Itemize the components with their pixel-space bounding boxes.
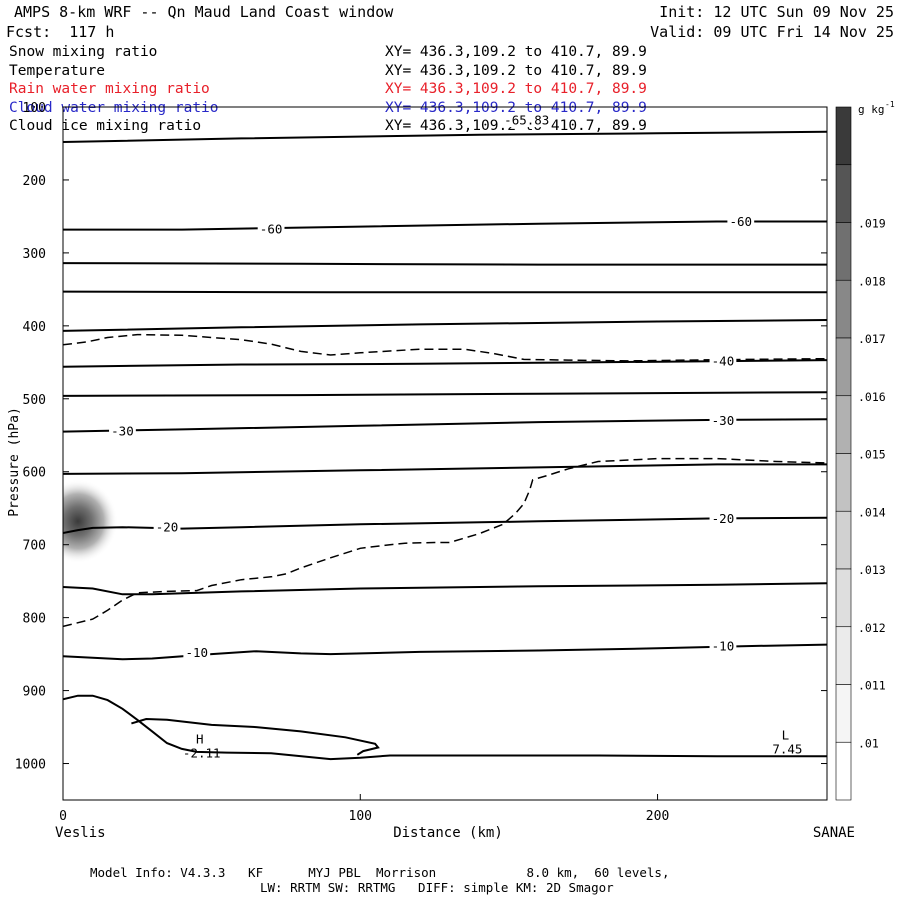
x-tick-label: 100 [349, 809, 372, 824]
isotherm-line [63, 694, 827, 761]
y-tick-label: 100 [23, 101, 46, 116]
field-name: Temperature [9, 62, 106, 79]
isotherm-label-bg [501, 113, 552, 128]
colorbar-level-label: .018 [858, 274, 886, 288]
isotherm-label-bg [183, 645, 211, 660]
isotherm-label: -60 [260, 221, 283, 236]
colorbar-level-label: .015 [858, 448, 886, 462]
zero-isotherm-dashed-line [63, 333, 827, 362]
isotherm-line [63, 262, 827, 266]
isotherm-line [63, 391, 827, 397]
extremum-marker: H [196, 731, 204, 746]
plot-frame [62, 106, 828, 801]
colorbar-segment [835, 453, 852, 512]
isotherm-label: -10 [712, 639, 735, 654]
colorbar-segment [835, 222, 852, 281]
extremum-marker: L [782, 728, 790, 743]
model-info-line2: LW: RRTM SW: RRTMG DIFF: simple KM: 2D S… [260, 880, 614, 895]
isotherm-line [63, 463, 827, 475]
valid-time: Valid: 09 UTC Fri 14 Nov 25 [650, 23, 894, 41]
isotherm-label: -60 [730, 214, 753, 229]
isotherm-line [63, 130, 827, 143]
isotherm-label: -30 [712, 413, 735, 428]
y-tick-label: 600 [23, 466, 46, 481]
field-xy: XY= 436.3,109.2 to 410.7, 89.9 [385, 44, 647, 60]
isotherm-label-bg [257, 221, 285, 236]
snow-mixing-ratio-blob [63, 479, 118, 564]
y-tick-label: 300 [23, 247, 46, 262]
colorbar-segment [835, 568, 852, 628]
isotherm-line [63, 582, 827, 596]
left-endpoint: Veslis [55, 825, 106, 841]
isotherm-label-bg [709, 413, 737, 428]
isotherm-label-bg [109, 423, 136, 438]
colorbar-level-label: .012 [858, 621, 886, 635]
colorbar-level-label: .016 [858, 390, 886, 404]
x-tick-label: 0 [59, 809, 67, 824]
colorbar-level-label: .017 [858, 332, 886, 346]
isotherm-line [63, 643, 827, 661]
colorbar-level-label: .014 [858, 505, 886, 519]
isotherm-line [63, 290, 827, 294]
right-endpoint: SANAE [813, 825, 855, 841]
isotherm-line [63, 359, 827, 368]
y-tick-label: 900 [23, 685, 46, 700]
field-xy: XY= 436.3,109.2 to 410.7, 89.9 [385, 62, 647, 79]
y-axis-label: Pressure (hPa) [7, 407, 22, 517]
colorbar-segment [835, 395, 852, 454]
colorbar-segment [835, 337, 852, 397]
colorbar-level-label: .011 [858, 679, 886, 693]
colorbar-segment [835, 741, 852, 801]
colorbar-level-label: .013 [858, 563, 886, 577]
isotherm-line [131, 717, 380, 756]
field-name: Snow mixing ratio [9, 44, 158, 60]
field-name: Cloud ice mixing ratio [9, 118, 202, 134]
isotherm-label-bg [153, 520, 181, 535]
isotherm-label: -20 [156, 520, 179, 535]
isotherm-label: -65.83 [504, 113, 549, 128]
extremum-value: -2.11 [183, 745, 221, 760]
colorbar-segment [835, 106, 852, 166]
y-tick-label: 1000 [15, 758, 46, 773]
y-tick-label: 500 [23, 393, 46, 408]
isotherm-label-bg [709, 353, 737, 368]
y-tick-label: 200 [23, 174, 46, 189]
colorbar-segment [835, 684, 852, 743]
isotherm-line [63, 516, 827, 534]
field-name: Rain water mixing ratio [9, 81, 210, 97]
cloud-boundary-dashed-line [63, 457, 827, 628]
colorbar-level-label: .01 [858, 736, 879, 750]
isotherm-line [63, 319, 827, 332]
y-tick-label: 800 [23, 612, 46, 627]
colorbar-segment [835, 164, 852, 223]
x-axis-label: Distance (km) [393, 825, 503, 841]
y-tick-label: 700 [23, 539, 46, 554]
isotherm-line [63, 220, 827, 231]
chart-title: AMPS 8-km WRF -- Qn Maud Land Coast wind… [14, 3, 394, 21]
colorbar-segment [835, 279, 852, 339]
isotherm-label: -40 [712, 353, 735, 368]
x-tick-label: 200 [646, 809, 669, 824]
isotherm-label-bg [709, 511, 737, 526]
colorbar-level-label: .019 [858, 217, 886, 231]
colorbar-unit-exponent: -1 [885, 100, 895, 109]
isotherm-label: -20 [712, 511, 735, 526]
isotherm-label: -30 [111, 423, 134, 438]
y-tick-label: 400 [23, 320, 46, 335]
field-xy: XY= 436.3,109.2 to 410.7, 89.9 [385, 81, 647, 97]
colorbar-unit: g kg [858, 103, 885, 116]
isotherm-label-bg [709, 639, 737, 654]
model-info-line1: Model Info: V4.3.3 KF MYJ PBL Morrison 8… [90, 865, 670, 880]
colorbar-segment [835, 510, 852, 570]
forecast-hour: Fcst: 117 h [6, 23, 115, 41]
extremum-value: 7.45 [772, 742, 802, 757]
colorbar-segment [835, 626, 852, 685]
field-xy: XY= 436.3,109.2 to 410.7, 89.9 [385, 118, 647, 134]
isotherm-label-bg [727, 214, 755, 229]
isotherm-label: -10 [185, 645, 208, 660]
init-time: Init: 12 UTC Sun 09 Nov 25 [659, 3, 894, 21]
